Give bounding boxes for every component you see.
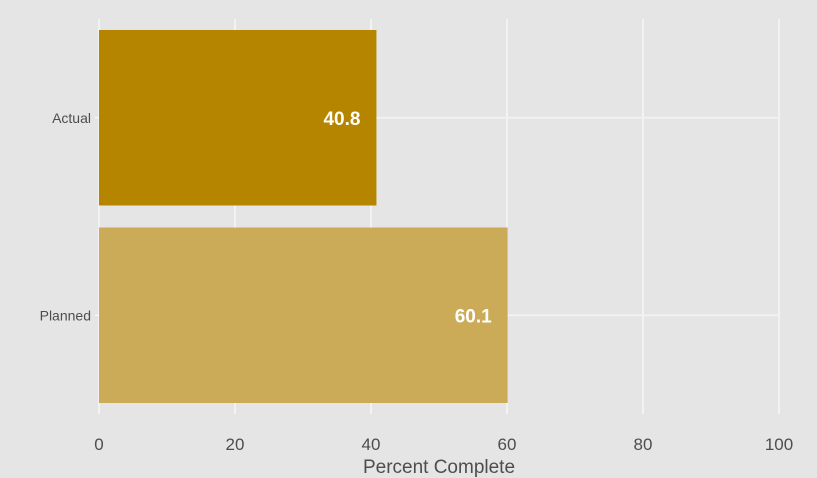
x-tick-label: 0: [94, 435, 103, 454]
x-tick-label: 40: [362, 435, 381, 454]
category-label-planned: Planned: [40, 307, 91, 323]
x-tick-label: 80: [634, 435, 653, 454]
x-tick-label: 60: [498, 435, 517, 454]
x-axis-title: Percent Complete: [363, 457, 515, 478]
bars: [99, 30, 508, 403]
bar-planned: [99, 227, 508, 403]
data-labels: 40.8 60.1: [323, 109, 492, 328]
data-label-planned: 60.1: [455, 306, 492, 327]
category-label-actual: Actual: [52, 110, 91, 126]
data-label-actual: 40.8: [323, 109, 360, 130]
category-labels: Actual Planned: [40, 110, 99, 323]
x-tick-label: 100: [765, 435, 793, 454]
x-tick-labels: 0 20 40 60 80 100: [94, 435, 793, 454]
bar-actual: [99, 30, 377, 206]
x-tick-label: 20: [226, 435, 245, 454]
